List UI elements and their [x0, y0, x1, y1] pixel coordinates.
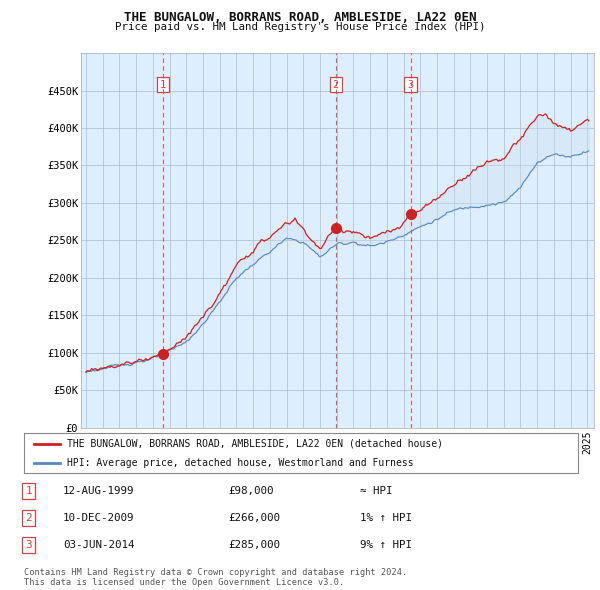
Text: £285,000: £285,000 — [228, 540, 280, 550]
Text: 12-AUG-1999: 12-AUG-1999 — [63, 486, 134, 496]
Text: Contains HM Land Registry data © Crown copyright and database right 2024.
This d: Contains HM Land Registry data © Crown c… — [24, 568, 407, 587]
Text: 1: 1 — [160, 80, 166, 90]
Text: 1: 1 — [25, 486, 32, 496]
Text: 2: 2 — [333, 80, 339, 90]
Text: 3: 3 — [407, 80, 413, 90]
Text: 3: 3 — [25, 540, 32, 550]
Text: 03-JUN-2014: 03-JUN-2014 — [63, 540, 134, 550]
Text: 9% ↑ HPI: 9% ↑ HPI — [360, 540, 412, 550]
Text: ≈ HPI: ≈ HPI — [360, 486, 392, 496]
Text: £266,000: £266,000 — [228, 513, 280, 523]
Text: 10-DEC-2009: 10-DEC-2009 — [63, 513, 134, 523]
Text: 1% ↑ HPI: 1% ↑ HPI — [360, 513, 412, 523]
Text: £98,000: £98,000 — [228, 486, 274, 496]
Text: HPI: Average price, detached house, Westmorland and Furness: HPI: Average price, detached house, West… — [67, 458, 414, 468]
Text: 2: 2 — [25, 513, 32, 523]
Text: THE BUNGALOW, BORRANS ROAD, AMBLESIDE, LA22 0EN (detached house): THE BUNGALOW, BORRANS ROAD, AMBLESIDE, L… — [67, 439, 443, 449]
Text: THE BUNGALOW, BORRANS ROAD, AMBLESIDE, LA22 0EN: THE BUNGALOW, BORRANS ROAD, AMBLESIDE, L… — [124, 11, 476, 24]
Text: Price paid vs. HM Land Registry's House Price Index (HPI): Price paid vs. HM Land Registry's House … — [115, 22, 485, 32]
